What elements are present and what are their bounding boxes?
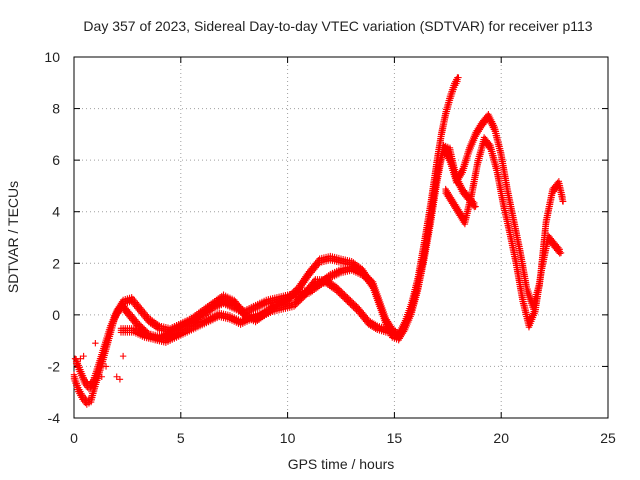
- y-tick-label: 0: [52, 307, 60, 323]
- y-tick-label: 4: [52, 204, 60, 220]
- data-point: [293, 289, 300, 296]
- plot-frame: [73, 56, 609, 419]
- y-tick-label: -4: [48, 410, 61, 426]
- data-point: [455, 74, 462, 81]
- y-tick-labels: -4 -2 0 2 4 6 8 10: [44, 49, 60, 426]
- x-tick-label: 15: [387, 430, 403, 446]
- data-point: [287, 295, 294, 302]
- x-tick-label: 10: [280, 430, 296, 446]
- data-point: [285, 296, 293, 304]
- y-tick-label: 6: [52, 152, 60, 168]
- y-tick-label: 10: [44, 49, 60, 65]
- x-tick-label: 20: [493, 430, 509, 446]
- x-tick-label: 25: [600, 430, 616, 446]
- x-tick-label: 0: [70, 430, 78, 446]
- data-point: [292, 290, 299, 298]
- y-tick-label: -2: [48, 358, 61, 374]
- x-tick-labels: 0 5 10 15 20 25: [70, 430, 616, 446]
- gridlines: [74, 57, 608, 418]
- y-axis-label: SDTVAR / TECUs: [5, 181, 21, 293]
- y-tick-label: 8: [52, 101, 60, 117]
- data-points: [70, 74, 567, 408]
- data-point: [454, 78, 461, 85]
- x-axis-label: GPS time / hours: [288, 456, 395, 472]
- outlier-point: [92, 340, 99, 347]
- chart-title: Day 357 of 2023, Sidereal Day-to-day VTE…: [83, 18, 592, 34]
- y-tick-label: 2: [52, 255, 60, 271]
- outlier-point: [119, 352, 127, 360]
- data-point: [288, 293, 296, 301]
- x-tick-label: 5: [177, 430, 185, 446]
- data-point: [290, 292, 297, 299]
- data-point: [472, 203, 479, 210]
- axis-ticks: [73, 56, 609, 419]
